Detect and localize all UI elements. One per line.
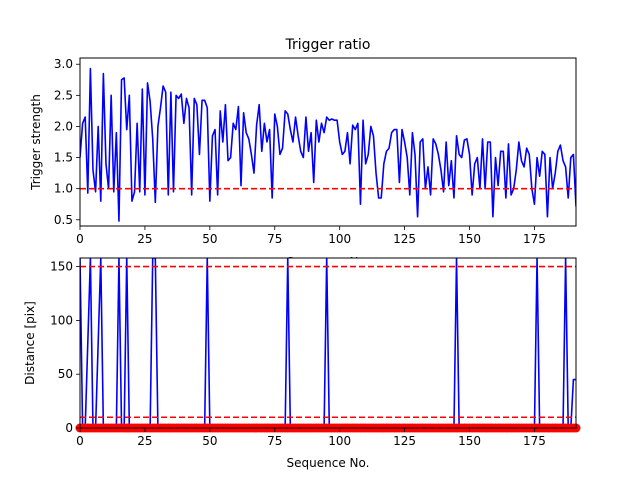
x-tick-label: 75 [267,434,282,448]
axes-frame-top [79,57,577,227]
y-axis-label-bottom: Distance [pix] [23,301,37,385]
x-tick-label: 125 [393,434,416,448]
x-axis-bottom: 0 25 50 75 100 125 150 175 [76,428,546,448]
y-tick-label: 0 [65,421,73,435]
y-axis-top: 0.5 1.0 1.5 2.0 2.5 3.0 [54,57,80,227]
y-tick-label: 3.0 [54,57,73,71]
y-tick-label: 150 [50,260,73,274]
plot-area-top [80,67,576,222]
x-axis-label-bottom: Sequence No. [287,456,370,470]
y-tick-label: 0.5 [54,213,73,227]
x-tick-label: 75 [267,232,282,246]
x-tick-label: 100 [328,434,351,448]
x-tick-label: 25 [137,232,152,246]
x-tick-label: 0 [76,434,84,448]
x-tick-label: 150 [458,434,481,448]
x-tick-label: 25 [137,434,152,448]
x-tick-label: 150 [458,232,481,246]
y-tick-label: 2.5 [54,88,73,102]
y-axis-bottom: 0 50 100 150 [50,260,80,435]
y-tick-label: 1.0 [54,182,73,196]
distance-panel: 0 25 50 75 100 125 150 175 0 50 100 150 Sequence N… [23,257,581,470]
x-tick-label: 125 [393,232,416,246]
chart-title: Trigger ratio [284,37,370,53]
x-tick-label: 50 [202,232,217,246]
series-line [80,258,576,428]
y-axis-label-top: Trigger strength [29,94,43,191]
series-line [80,67,576,222]
x-tick-label: 175 [523,434,546,448]
axes-frame-bottom [79,257,577,429]
y-tick-label: 100 [50,313,73,327]
x-tick-label: 100 [328,232,351,246]
x-tick-label: 175 [523,232,546,246]
plot-area-bottom [80,258,576,428]
x-tick-label: 50 [202,434,217,448]
y-tick-label: 1.5 [54,151,73,165]
x-tick-label: 0 [76,232,84,246]
y-tick-label: 2.0 [54,119,73,133]
y-tick-label: 50 [58,367,73,381]
x-axis-top: 0 25 50 75 100 125 150 175 [76,226,546,246]
